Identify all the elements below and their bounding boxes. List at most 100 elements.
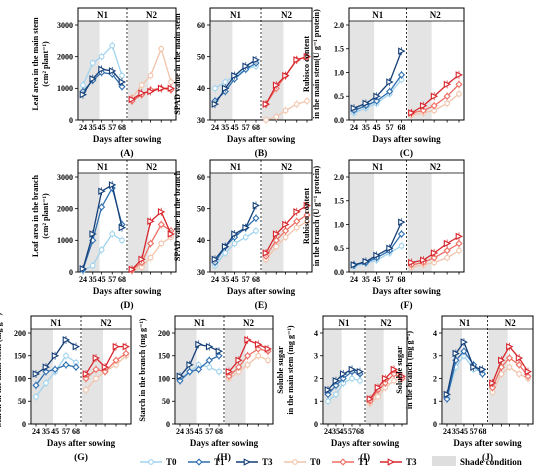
data-series	[262, 211, 311, 261]
data-point	[82, 374, 90, 383]
y-tick-label: 1.5	[334, 197, 344, 206]
panel-letter: (G)	[74, 452, 88, 463]
shade-region	[407, 173, 432, 272]
y-tick-label: 100	[14, 374, 26, 383]
data-point	[118, 78, 127, 86]
data-point	[254, 345, 262, 353]
legend-marker	[243, 458, 252, 466]
x-tick-label: 45	[195, 427, 203, 436]
data-point	[373, 92, 381, 100]
x-tick-label: 45	[231, 123, 239, 132]
y-tick-label: 0.0	[334, 268, 344, 277]
y-tick-label: 60	[197, 21, 205, 30]
data-point	[221, 242, 230, 251]
data-point	[206, 364, 213, 370]
data-point	[157, 220, 165, 229]
y-tick-label: 3000	[57, 21, 73, 30]
group-label: N1	[194, 318, 205, 328]
data-point	[293, 208, 301, 216]
legend-label: T3	[262, 457, 273, 467]
data-series	[32, 335, 81, 378]
data-point	[212, 85, 218, 92]
plot-frame	[209, 7, 313, 121]
data-point	[147, 217, 155, 226]
data-point	[43, 380, 49, 386]
y-tick-label: 2000	[57, 204, 73, 213]
data-series	[79, 65, 127, 99]
data-point	[272, 81, 281, 89]
data-point	[109, 231, 116, 237]
data-point	[348, 365, 357, 374]
data-point	[157, 84, 166, 93]
y-tick-label: 60	[197, 173, 205, 182]
data-series	[489, 363, 531, 397]
data-point	[303, 52, 312, 61]
data-point	[339, 370, 348, 378]
data-series	[129, 233, 174, 275]
data-point	[42, 363, 51, 371]
chart-panel: N1 N2 30 40 50 60 24 35 45 57 68 Days after sowing (…	[173, 7, 313, 159]
data-point	[72, 342, 81, 351]
chart-panel: N1 N2 30 40 50 60 24 35 45 57 68 Days after sowing (…	[173, 159, 313, 311]
legend-marker	[292, 459, 298, 465]
data-point	[82, 370, 91, 378]
panel-letter: (D)	[120, 300, 133, 311]
legend-marker	[339, 458, 347, 466]
data-point	[51, 352, 60, 360]
x-tick-label: 24	[350, 123, 358, 132]
y-tick-label: 3	[314, 352, 318, 361]
plot-frame	[209, 159, 313, 273]
x-tick-label: 68	[252, 275, 260, 284]
data-point	[443, 247, 451, 255]
data-point	[398, 243, 405, 249]
data-point	[221, 84, 230, 93]
x-tick-label: 45	[373, 275, 381, 284]
y-tick-label: 100	[158, 374, 170, 383]
x-axis-label: Days after sowing	[227, 134, 296, 144]
panel-letter: (F)	[400, 300, 412, 311]
x-axis-label: Days after sowing	[93, 286, 162, 296]
data-point	[195, 365, 203, 373]
data-point	[444, 254, 450, 261]
data-point	[460, 347, 468, 355]
data-point	[186, 368, 194, 376]
data-point	[101, 368, 109, 376]
x-axis-label: Days after sowing	[47, 438, 116, 448]
x-tick-label: 57	[386, 275, 394, 284]
x-tick-label: 24	[443, 427, 451, 436]
data-point	[51, 365, 59, 373]
data-point	[362, 257, 370, 266]
data-point	[205, 342, 214, 351]
data-point	[324, 390, 332, 399]
y-tick-label: 200	[158, 329, 170, 338]
y-tick-label: 0	[22, 420, 26, 429]
data-point	[80, 82, 86, 89]
y-tick-label: 0.0	[334, 116, 344, 125]
x-tick-label: 45	[373, 123, 381, 132]
x-axis-label: Days after sowing	[453, 438, 522, 448]
shade-region	[262, 21, 284, 120]
shade-region	[128, 173, 149, 272]
data-point	[357, 377, 363, 384]
group-label: N2	[281, 162, 292, 172]
data-point	[128, 265, 137, 274]
data-series	[350, 218, 406, 269]
data-point	[225, 372, 233, 380]
data-point	[506, 364, 513, 370]
panel-letter: (J)	[482, 452, 493, 463]
y-axis-label: in the branch (mg g⁻¹)	[405, 331, 414, 409]
x-tick-label: 35	[362, 275, 370, 284]
y-tick-label: 1	[433, 397, 437, 406]
data-point	[456, 91, 462, 97]
data-series	[366, 365, 407, 403]
data-point	[304, 98, 310, 104]
shade-region	[488, 329, 508, 424]
legend: T0 T1 T3 T0 T1 T3 Shade condition	[140, 456, 522, 467]
data-point	[262, 100, 271, 108]
data-point	[211, 255, 220, 264]
data-point	[524, 367, 533, 376]
x-tick-label: 68	[72, 427, 80, 436]
data-point	[252, 214, 260, 222]
y-tick-label: 150	[14, 352, 26, 361]
